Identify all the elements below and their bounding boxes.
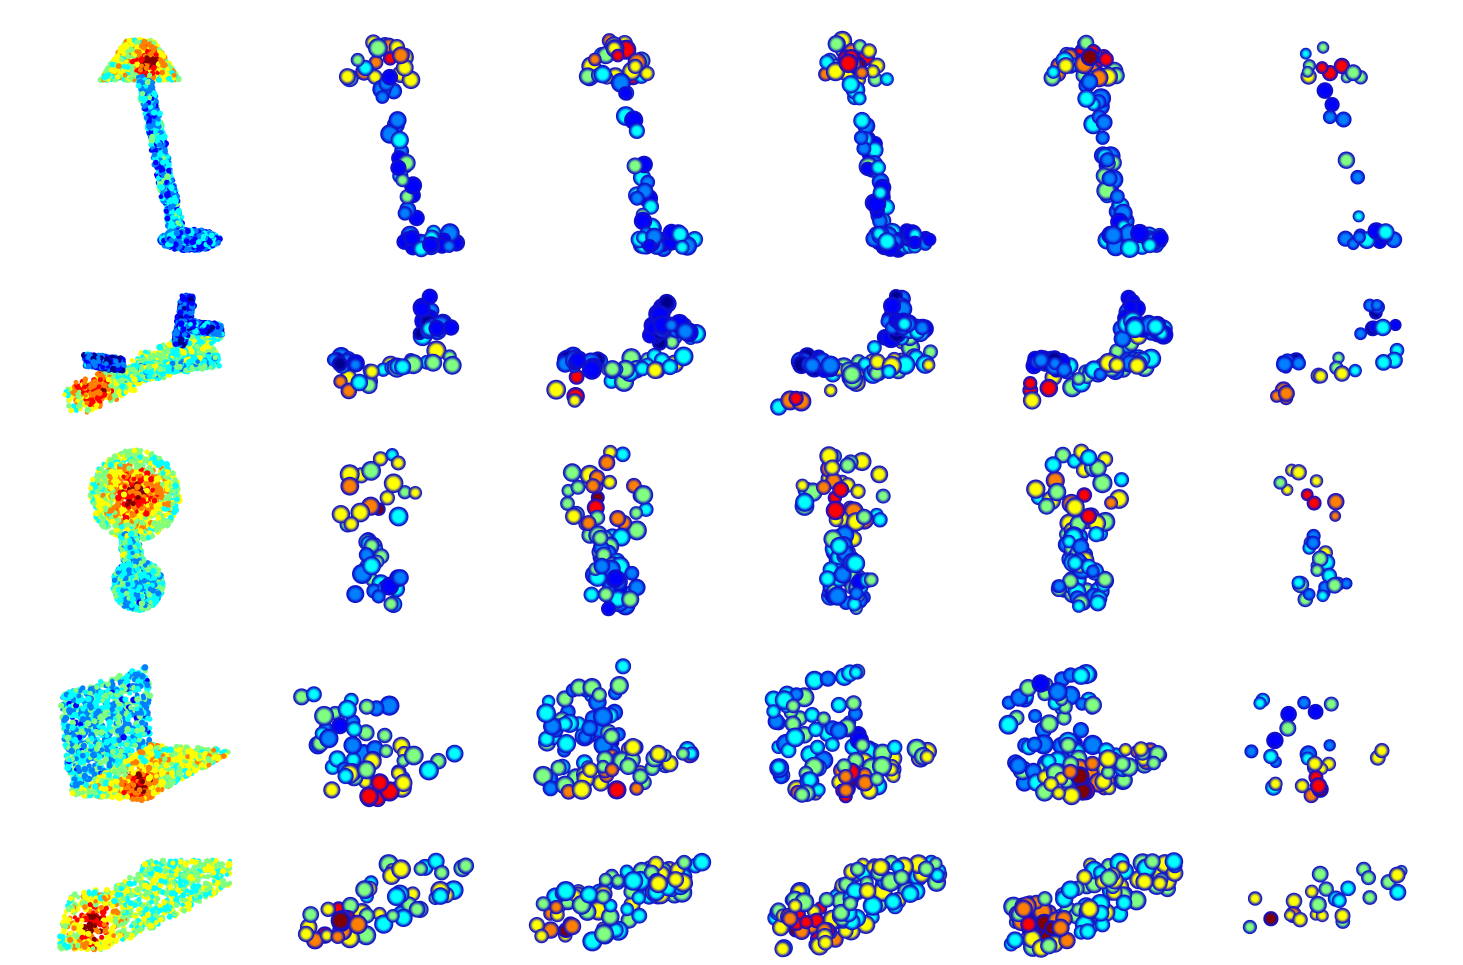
point-cloud-plant-6 [1273,463,1353,608]
point-cloud-car-5 [1003,852,1184,958]
point-cloud-airplane-1 [62,292,226,415]
point-cloud-airplane-2 [326,288,462,400]
point-cloud-car-2 [297,852,475,950]
point-cloud-airplane-6 [1270,298,1405,406]
point-cloud-chair-1 [58,664,231,803]
point-cloud-airplane-5 [1022,289,1174,410]
point-cloud-car-3 [528,852,712,952]
point-cloud-plant-3 [560,444,654,617]
point-cloud-lamp-5 [1043,34,1169,258]
point-cloud-grid [57,30,1408,958]
point-cloud-car-1 [57,857,233,953]
point-cloud-lamp-3 [578,33,704,257]
point-cloud-car-6 [1242,861,1408,935]
point-cloud-chair-3 [533,658,700,800]
point-cloud-car-4 [767,854,948,958]
point-cloud-airplane-4 [770,289,938,416]
point-cloud-airplane-3 [546,293,707,408]
point-cloud-chair-6 [1244,692,1390,804]
point-cloud-lamp-2 [338,34,466,258]
point-cloud-plant-2 [331,448,423,614]
point-cloud-chair-4 [764,663,937,804]
point-cloud-chair-5 [998,664,1168,806]
point-cloud-lamp-4 [818,30,937,258]
point-cloud-plant-4 [794,446,891,615]
point-cloud-lamp-1 [97,37,223,254]
point-cloud-lamp-6 [1299,41,1403,251]
point-cloud-chair-2 [293,686,464,808]
point-cloud-plant-1 [87,447,183,613]
point-cloud-plant-5 [1026,443,1130,613]
